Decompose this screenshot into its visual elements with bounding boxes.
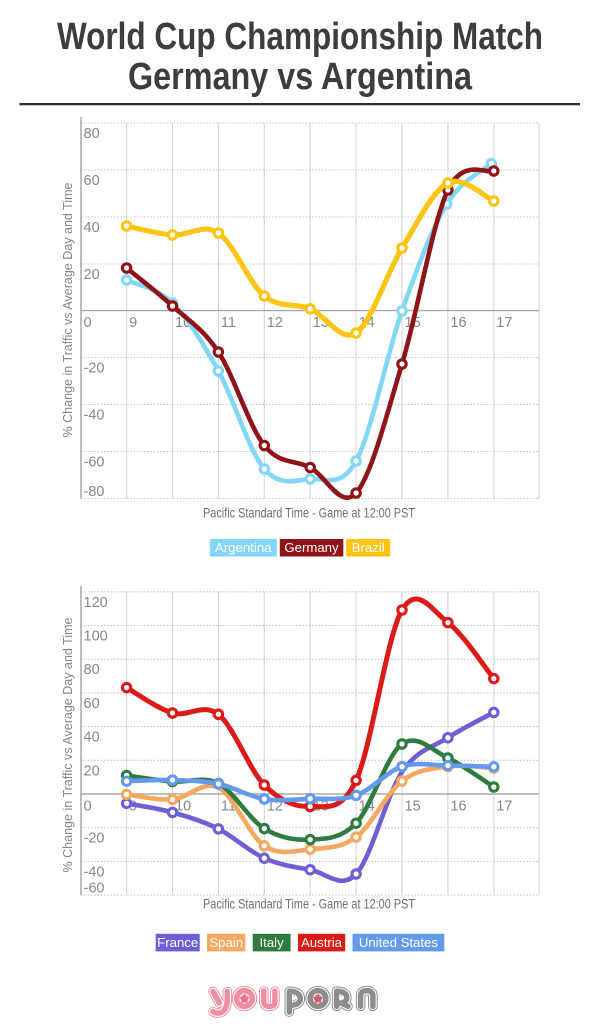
svg-text:-80: -80 bbox=[84, 484, 105, 500]
svg-text:France: France bbox=[157, 935, 198, 950]
svg-text:16: 16 bbox=[450, 315, 466, 331]
svg-text:15: 15 bbox=[405, 799, 421, 815]
svg-text:100: 100 bbox=[84, 629, 108, 645]
svg-text:% Change in Traffic vs Average: % Change in Traffic vs Average Day and T… bbox=[61, 617, 75, 872]
svg-text:-20: -20 bbox=[84, 361, 105, 377]
svg-text:60: 60 bbox=[84, 173, 100, 189]
svg-text:40: 40 bbox=[84, 220, 100, 236]
svg-text:0: 0 bbox=[84, 799, 92, 815]
svg-text:17: 17 bbox=[496, 315, 512, 331]
svg-text:Brazil: Brazil bbox=[352, 540, 385, 555]
svg-text:16: 16 bbox=[450, 799, 466, 815]
svg-text:17: 17 bbox=[496, 799, 512, 815]
svg-text:10: 10 bbox=[175, 799, 191, 815]
svg-text:9: 9 bbox=[129, 315, 137, 331]
svg-text:11: 11 bbox=[221, 315, 236, 331]
svg-text:20: 20 bbox=[84, 763, 100, 779]
svg-text:-40: -40 bbox=[84, 408, 105, 424]
svg-text:Pacific Standard Time - Game a: Pacific Standard Time - Game at 12:00 PS… bbox=[203, 505, 415, 521]
svg-text:12: 12 bbox=[267, 799, 283, 815]
svg-text:-20: -20 bbox=[84, 831, 105, 847]
svg-text:Argentina: Argentina bbox=[215, 540, 272, 555]
svg-text:80: 80 bbox=[84, 126, 100, 142]
svg-text:120: 120 bbox=[84, 595, 108, 611]
svg-text:60: 60 bbox=[84, 696, 100, 712]
svg-text:-40: -40 bbox=[84, 864, 105, 880]
svg-text:% Change in Traffic vs Average: % Change in Traffic vs Average Day and T… bbox=[61, 182, 75, 437]
svg-text:20: 20 bbox=[84, 267, 100, 283]
svg-text:40: 40 bbox=[84, 730, 100, 746]
svg-text:80: 80 bbox=[84, 662, 100, 678]
svg-text:Spain: Spain bbox=[209, 935, 243, 950]
svg-text:Pacific Standard Time - Game a: Pacific Standard Time - Game at 12:00 PS… bbox=[203, 896, 415, 912]
svg-text:-60: -60 bbox=[84, 881, 105, 897]
svg-text:12: 12 bbox=[267, 315, 283, 331]
svg-text:Austria: Austria bbox=[301, 935, 343, 950]
svg-text:World Cup Championship Match: World Cup Championship Match bbox=[57, 16, 543, 58]
svg-text:Germany vs Argentina: Germany vs Argentina bbox=[128, 56, 473, 98]
svg-text:0: 0 bbox=[84, 315, 92, 331]
svg-text:United States: United States bbox=[359, 935, 439, 950]
svg-text:Italy: Italy bbox=[260, 935, 285, 950]
svg-text:Germany: Germany bbox=[284, 540, 339, 555]
svg-text:-60: -60 bbox=[84, 455, 105, 471]
